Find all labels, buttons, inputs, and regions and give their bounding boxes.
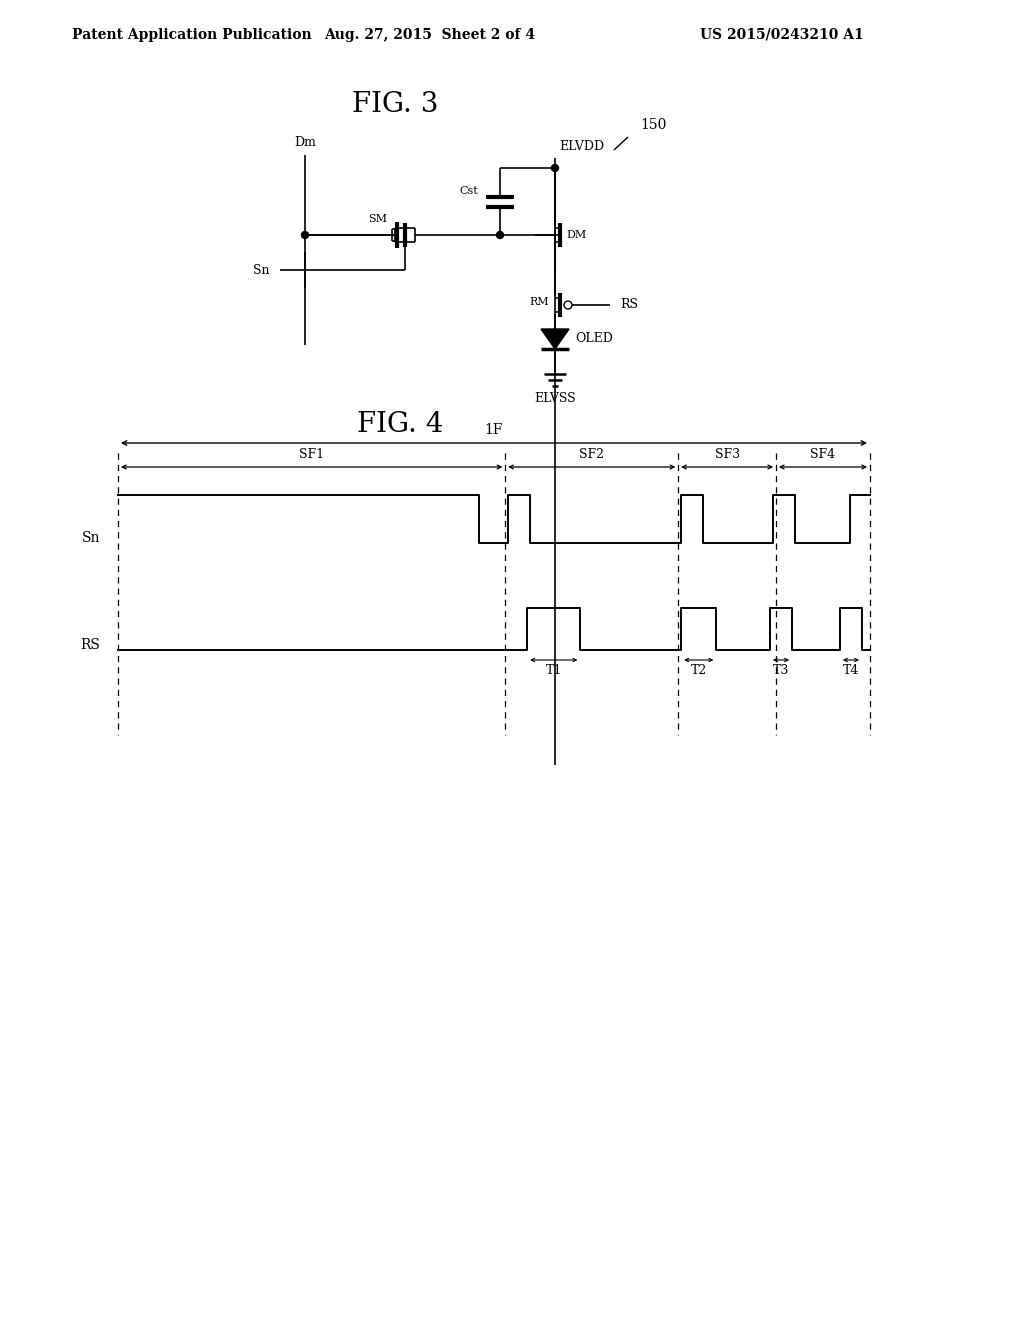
- Text: T3: T3: [773, 664, 790, 676]
- Text: SF2: SF2: [580, 449, 604, 462]
- Circle shape: [497, 231, 504, 239]
- Text: Sn: Sn: [82, 531, 100, 545]
- Text: RM: RM: [529, 297, 549, 308]
- Text: OLED: OLED: [575, 333, 613, 346]
- Text: FIG. 3: FIG. 3: [352, 91, 438, 119]
- Text: 1F: 1F: [484, 422, 503, 437]
- Circle shape: [301, 231, 308, 239]
- Text: ELVDD: ELVDD: [559, 140, 604, 153]
- Text: SF1: SF1: [299, 449, 325, 462]
- Text: SM: SM: [368, 214, 387, 224]
- Circle shape: [552, 165, 558, 172]
- Text: DM: DM: [566, 230, 587, 240]
- Text: T1: T1: [546, 664, 562, 676]
- Text: Aug. 27, 2015  Sheet 2 of 4: Aug. 27, 2015 Sheet 2 of 4: [325, 28, 536, 42]
- Text: Patent Application Publication: Patent Application Publication: [72, 28, 311, 42]
- Text: SF3: SF3: [715, 449, 739, 462]
- Text: US 2015/0243210 A1: US 2015/0243210 A1: [700, 28, 864, 42]
- Polygon shape: [541, 329, 569, 348]
- Circle shape: [564, 301, 572, 309]
- Text: 150: 150: [640, 117, 667, 132]
- Text: T2: T2: [690, 664, 707, 676]
- Text: Sn: Sn: [254, 264, 270, 276]
- Text: RS: RS: [80, 638, 100, 652]
- Text: ELVSS: ELVSS: [535, 392, 575, 404]
- Text: Dm: Dm: [294, 136, 316, 149]
- Text: SF4: SF4: [810, 449, 836, 462]
- Text: Cst: Cst: [459, 186, 478, 197]
- Text: T4: T4: [843, 664, 859, 676]
- Text: RS: RS: [620, 298, 638, 312]
- Text: FIG. 4: FIG. 4: [356, 412, 443, 438]
